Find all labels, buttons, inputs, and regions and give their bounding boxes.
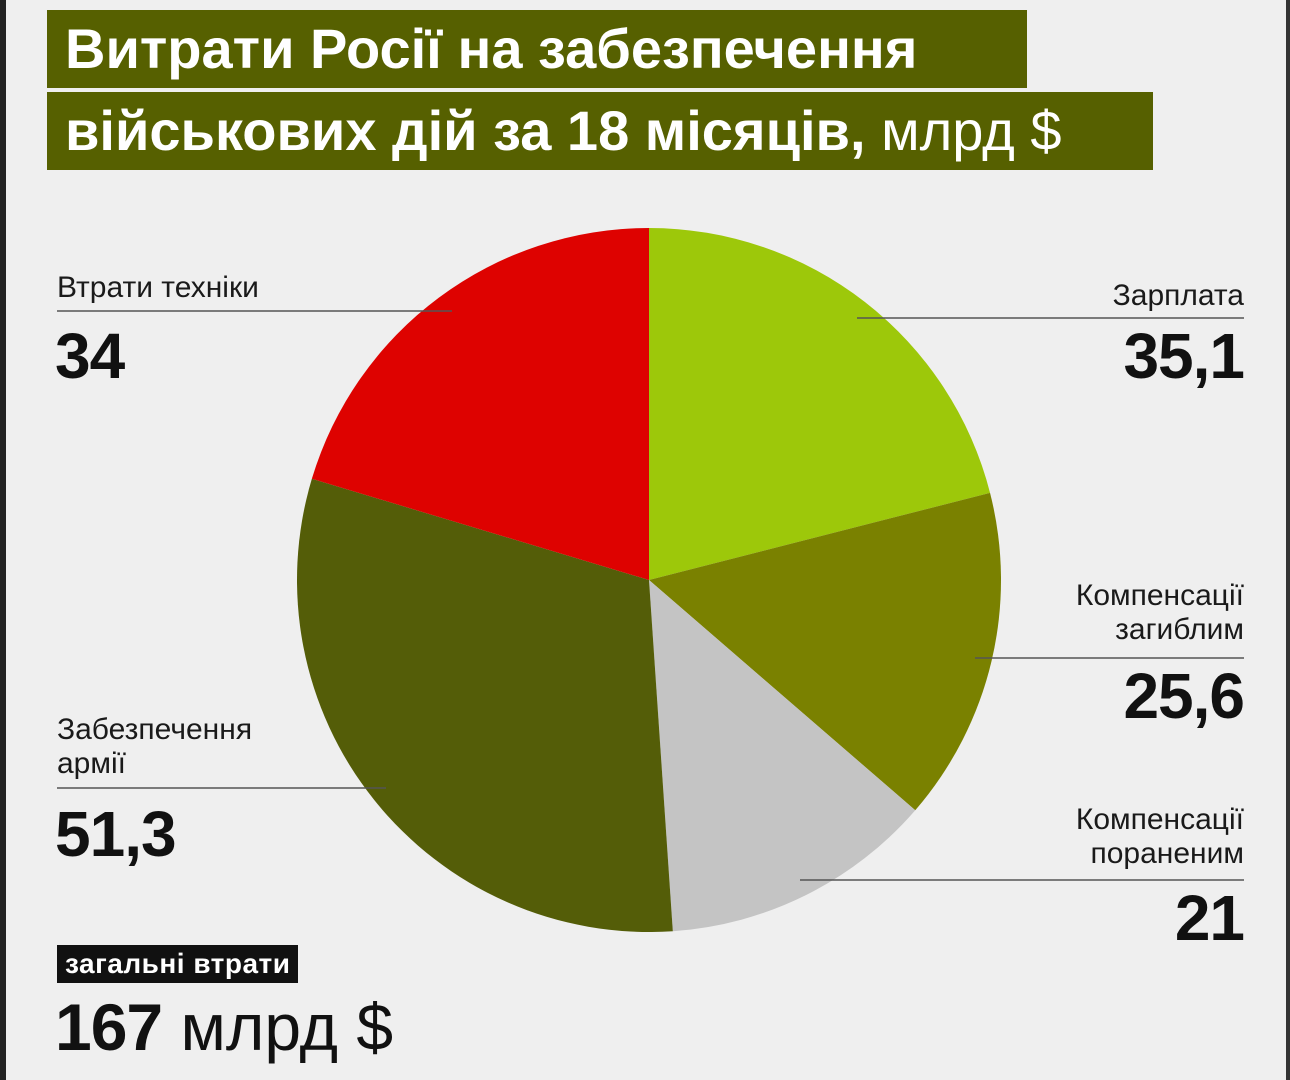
title-text-2: військових дій за 18 місяців, bbox=[65, 99, 866, 162]
label-killed-line-2: загиблим bbox=[1115, 613, 1244, 646]
title-unit: млрд $ bbox=[881, 99, 1062, 162]
label-killed-line-1: Компенсації bbox=[1075, 579, 1244, 612]
value-equipment: 34 bbox=[55, 320, 125, 392]
value-killed: 25,6 bbox=[1123, 660, 1245, 732]
right-edge bbox=[1286, 0, 1290, 1080]
label-salary: Зарплата bbox=[1112, 279, 1244, 312]
total-number: 167 bbox=[55, 990, 163, 1064]
label-equipment: Втрати техніки bbox=[57, 271, 259, 304]
slice-killed bbox=[649, 492, 1001, 811]
chart-title-line-1: Витрати Росії на забезпечення bbox=[47, 10, 1027, 88]
title-text-1: Витрати Росії на забезпечення bbox=[65, 17, 918, 80]
total-value: 167 млрд $ bbox=[55, 988, 393, 1066]
value-wounded: 21 bbox=[1174, 882, 1245, 954]
total-badge: загальні втрати bbox=[57, 945, 299, 983]
left-edge bbox=[0, 0, 6, 1080]
label-army-line-1: Забезпечення bbox=[57, 713, 253, 746]
value-army: 51,3 bbox=[55, 798, 177, 870]
label-wounded-line-2: пораненим bbox=[1090, 837, 1244, 870]
slice-salary bbox=[649, 228, 991, 580]
label-army-line-2: армії bbox=[57, 747, 126, 780]
value-salary: 35,1 bbox=[1123, 320, 1245, 392]
label-wounded-line-1: Компенсації bbox=[1075, 803, 1244, 836]
total-unit: млрд $ bbox=[180, 990, 394, 1064]
chart-title-line-2: військових дій за 18 місяців, млрд $ bbox=[47, 92, 1153, 170]
slice-equipment bbox=[311, 228, 649, 580]
slice-wounded bbox=[649, 580, 916, 932]
slice-army bbox=[297, 478, 673, 932]
